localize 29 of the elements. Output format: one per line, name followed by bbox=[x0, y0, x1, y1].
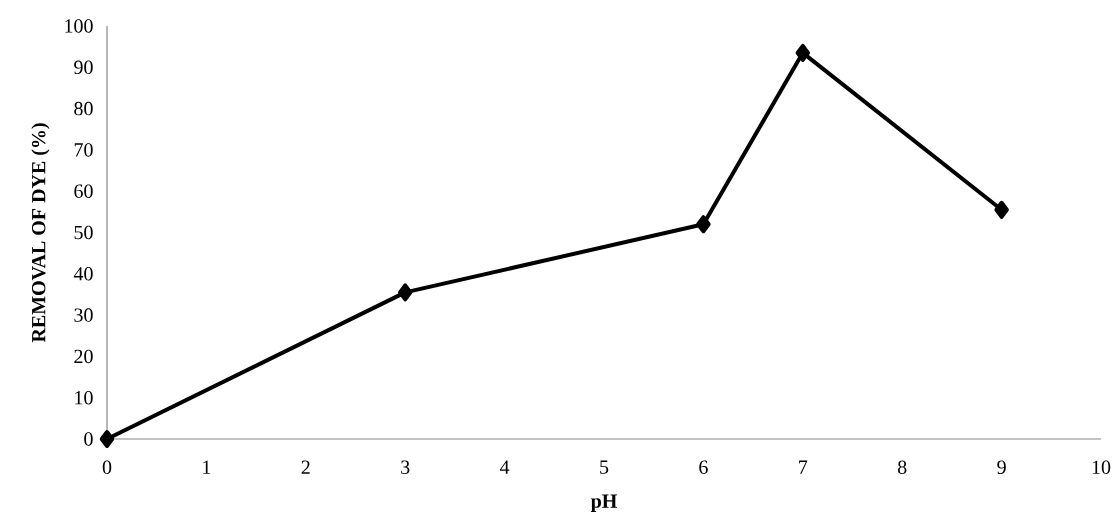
y-tick-label: 80 bbox=[74, 101, 93, 116]
point bbox=[994, 200, 1009, 219]
y-tick-label: 0 bbox=[84, 432, 93, 446]
y-tick-label: 50 bbox=[74, 225, 93, 240]
x-tick-label: 5 bbox=[600, 460, 609, 474]
x-tick-label: 1 bbox=[203, 460, 211, 474]
y-tick-label: 20 bbox=[74, 349, 93, 364]
x-tick-label: 8 bbox=[897, 460, 907, 475]
point bbox=[795, 43, 811, 62]
y-tick-label: 60 bbox=[74, 184, 93, 198]
y-tick-label: 40 bbox=[73, 267, 93, 281]
y-tick-label: 100 bbox=[65, 19, 93, 33]
point bbox=[397, 283, 413, 302]
x-axis-title: pH bbox=[590, 494, 618, 512]
y-tick-label: 70 bbox=[74, 143, 93, 157]
x-tick-label: 2 bbox=[301, 460, 310, 474]
x-tick-label: 4 bbox=[500, 460, 510, 474]
y-tick-label: 90 bbox=[74, 60, 93, 75]
x-tick-label: 0 bbox=[102, 460, 112, 475]
y-axis-title: REMOVAL OF DYE (%) bbox=[31, 123, 50, 343]
x-tick-label: 6 bbox=[699, 460, 708, 474]
point bbox=[99, 430, 115, 448]
x-tick-label: 3 bbox=[401, 460, 410, 474]
x-tick-label: 7 bbox=[799, 460, 808, 474]
x-tick-label: 9 bbox=[997, 460, 1006, 474]
y-tick-label: 10 bbox=[75, 390, 93, 405]
point bbox=[696, 215, 711, 234]
y-tick-label: 30 bbox=[74, 308, 93, 322]
x-tick-label: 10 bbox=[1092, 460, 1111, 475]
